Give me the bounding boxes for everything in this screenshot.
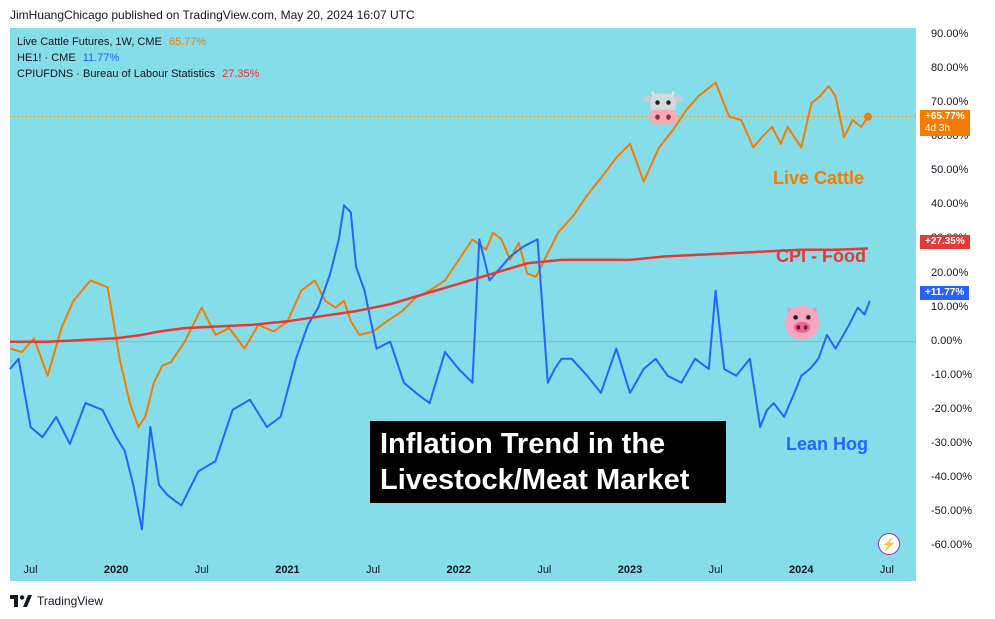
legend-cattle-value: 65.77% [168, 36, 207, 48]
legend-item-hog[interactable]: HE1! · CME 11.77% [17, 50, 259, 66]
cattle-last-point [864, 112, 873, 121]
legend: Live Cattle Futures, 1W, CME 65.77% HE1!… [17, 34, 259, 82]
x-tick-label: Jul [708, 564, 723, 576]
y-tick-label: -60.00% [931, 539, 972, 552]
footer: TradingView [10, 594, 103, 608]
cpi-food-series [10, 247, 869, 343]
live-cattle-series [9, 81, 869, 428]
legend-hog-value: 11.77% [82, 52, 120, 64]
chart-svg [9, 81, 916, 531]
y-tick-label: 0.00% [931, 334, 963, 347]
legend-item-cattle[interactable]: Live Cattle Futures, 1W, CME 65.77% [17, 34, 259, 50]
x-tick-label: Jul [366, 564, 381, 576]
cpi-food-label: CPI - Food [776, 246, 866, 266]
y-tick-label: 10.00% [931, 300, 969, 313]
series-layer [9, 81, 916, 531]
y-tick-label: 80.00% [931, 61, 969, 74]
cattle-badge-value: +65.77% [925, 111, 965, 122]
tradingview-logo-icon[interactable] [10, 595, 32, 607]
cow-face-icon [643, 91, 683, 125]
footer-brand[interactable]: TradingView [37, 594, 104, 608]
x-tick-label: Jul [537, 564, 552, 576]
x-tick-label: Jul [879, 564, 894, 576]
x-tick-label: Jul [194, 564, 209, 576]
y-tick-label: 50.00% [931, 164, 969, 177]
pig-face-icon [784, 305, 820, 341]
legend-item-cpi[interactable]: CPIUFDNS · Bureau of Labour Statistics 2… [17, 66, 259, 82]
title-line-2: Livestock/Meat Market [380, 464, 690, 496]
live-cattle-label: Live Cattle [773, 168, 865, 188]
published-credit: JimHuangChicago published on TradingView… [10, 8, 415, 22]
x-tick-label: Jul [23, 564, 38, 576]
cattle-price-badge: +65.77% 4d 3h [920, 110, 970, 136]
legend-cpi-value: 27.35% [222, 68, 260, 80]
chart-title-box: Inflation Trend in the Livestock/Meat Ma… [370, 421, 726, 503]
y-tick-label: -30.00% [931, 437, 972, 450]
legend-cattle-name: Live Cattle Futures, 1W, CME [17, 36, 162, 48]
y-tick-label: -50.00% [931, 505, 972, 518]
x-tick-label: 2022 [446, 564, 471, 576]
y-tick-label: -20.00% [931, 402, 972, 415]
y-tick-label: 90.00% [931, 27, 969, 40]
x-tick-label: 2021 [275, 564, 300, 576]
title-line-1: Inflation Trend in the [380, 428, 666, 460]
x-tick-label: 2023 [617, 564, 643, 576]
x-tick-label: 2024 [789, 564, 814, 576]
lean-hog-label: Lean Hog [786, 434, 869, 454]
hog-price-badge: +11.77% [920, 286, 970, 300]
legend-hog-name: HE1! · CME [17, 52, 76, 64]
y-tick-label: 70.00% [931, 96, 969, 109]
cpi-price-badge: +27.35% [920, 235, 970, 249]
y-tick-label: -10.00% [931, 368, 972, 381]
y-tick-label: 20.00% [931, 266, 969, 279]
lightning-icon[interactable]: ⚡ [878, 533, 900, 555]
legend-cpi-name: CPIUFDNS · Bureau of Labour Statistics [17, 68, 216, 80]
y-tick-label: -40.00% [931, 471, 972, 484]
y-tick-label: 40.00% [931, 198, 969, 211]
x-tick-label: 2020 [103, 564, 129, 576]
cattle-badge-countdown: 4d 3h [925, 123, 951, 134]
lean-hog-series [9, 204, 871, 531]
